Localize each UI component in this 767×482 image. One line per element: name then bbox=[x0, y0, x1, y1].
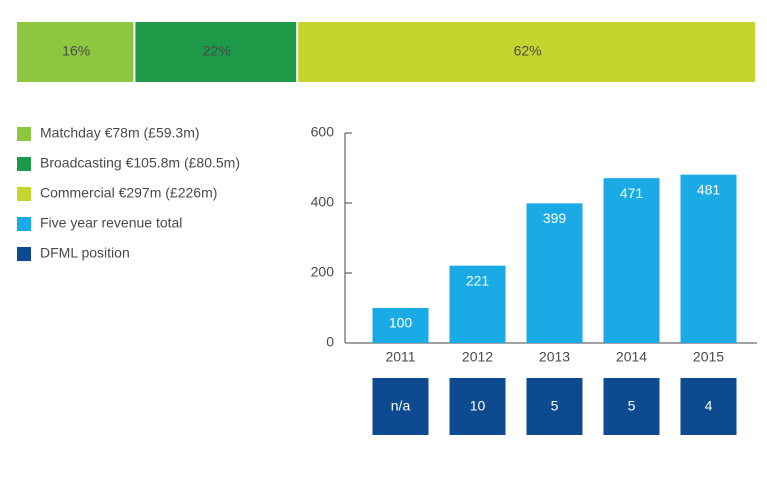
x-tick-label: 2014 bbox=[616, 349, 647, 365]
share-segment bbox=[17, 22, 134, 82]
bar-value-label: 100 bbox=[389, 315, 413, 331]
bar-value-label: 481 bbox=[697, 181, 721, 197]
legend-label: Broadcasting €105.8m (£80.5m) bbox=[40, 155, 240, 171]
legend-swatch bbox=[17, 247, 31, 261]
share-label: 16% bbox=[62, 43, 90, 59]
position-label: n/a bbox=[391, 398, 411, 414]
legend-label: Commercial €297m (£226m) bbox=[40, 185, 217, 201]
position-box bbox=[449, 378, 506, 435]
bar bbox=[372, 308, 429, 343]
x-tick-label: 2015 bbox=[693, 349, 724, 365]
share-segment bbox=[298, 22, 755, 82]
x-tick-label: 2011 bbox=[385, 349, 415, 365]
bar bbox=[603, 178, 660, 343]
legend-swatch bbox=[17, 217, 31, 231]
legend-swatch bbox=[17, 127, 31, 141]
share-segment bbox=[135, 22, 297, 82]
bar-value-label: 399 bbox=[543, 210, 567, 226]
legend-label: DFML position bbox=[40, 245, 130, 261]
x-tick-label: 2012 bbox=[462, 349, 493, 365]
legend-label: Matchday €78m (£59.3m) bbox=[40, 125, 200, 141]
position-box bbox=[603, 378, 660, 435]
position-label: 10 bbox=[470, 398, 486, 414]
position-box bbox=[526, 378, 583, 435]
bar bbox=[680, 174, 737, 343]
legend-swatch bbox=[17, 157, 31, 171]
y-tick-label: 600 bbox=[311, 124, 335, 140]
y-tick-label: 400 bbox=[311, 194, 335, 210]
position-label: 5 bbox=[551, 398, 559, 414]
y-tick-label: 0 bbox=[326, 334, 334, 350]
position-box bbox=[372, 378, 429, 435]
legend-label: Five year revenue total bbox=[40, 215, 182, 231]
bar-value-label: 221 bbox=[466, 272, 490, 288]
position-label: 5 bbox=[628, 398, 636, 414]
legend-swatch bbox=[17, 187, 31, 201]
share-label: 22% bbox=[203, 43, 231, 59]
y-tick-label: 200 bbox=[311, 264, 335, 280]
bar bbox=[526, 203, 583, 343]
position-box bbox=[680, 378, 737, 435]
bar-value-label: 471 bbox=[620, 185, 644, 201]
x-tick-label: 2013 bbox=[539, 349, 570, 365]
position-label: 4 bbox=[705, 398, 713, 414]
share-label: 62% bbox=[514, 43, 542, 59]
bar bbox=[449, 265, 506, 343]
